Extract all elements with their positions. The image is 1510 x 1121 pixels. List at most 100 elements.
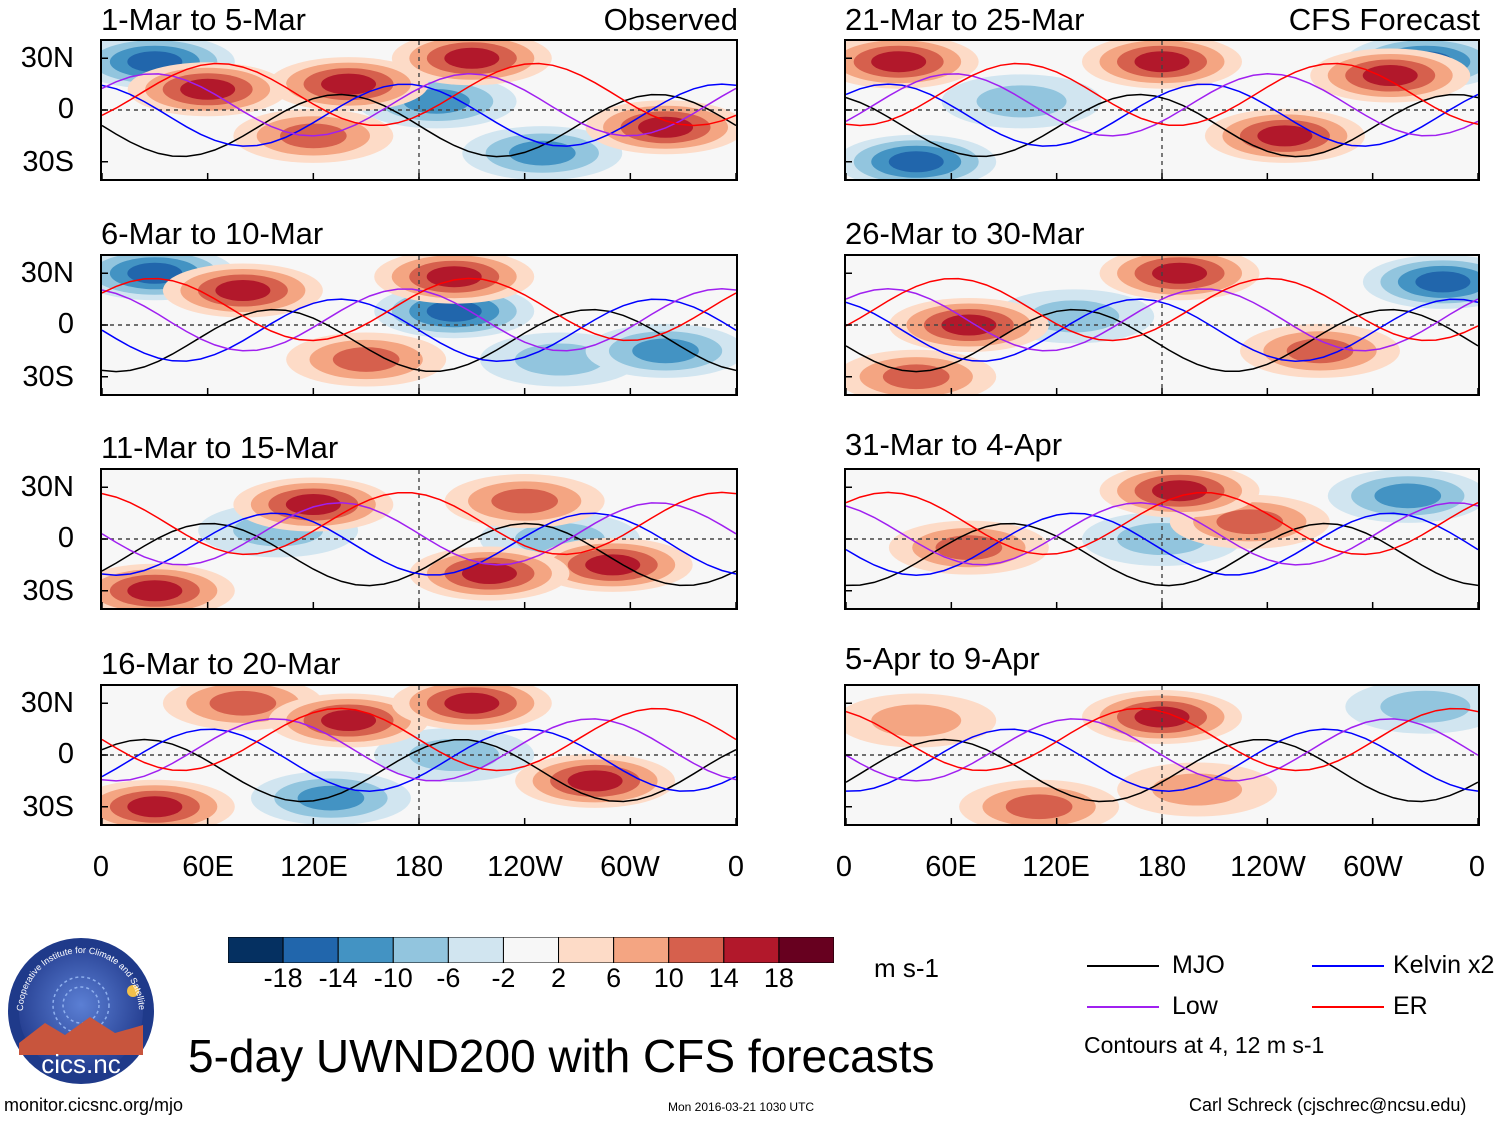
panel-title-8: 5-Apr to 9-Apr <box>845 641 1040 676</box>
anomaly-blob <box>444 47 500 69</box>
colorbar-tick-label: -18 <box>263 963 303 993</box>
panel-title-3: 11-Mar to 15-Mar <box>101 430 339 465</box>
lon-tick-120w: 120W <box>487 851 563 883</box>
anomaly-blob <box>1257 125 1313 147</box>
legend-label-kelvin: Kelvin x2 <box>1393 951 1495 979</box>
lat-tick-0: 0 <box>57 308 74 340</box>
map-panel-2 <box>100 254 738 396</box>
map-svg <box>102 686 736 824</box>
contour-kelvin-x2 <box>846 298 1478 362</box>
map-svg <box>102 256 736 394</box>
panel-title-7: 31-Mar to 4-Apr <box>845 427 1063 462</box>
legend-label-er: ER <box>1393 992 1428 1020</box>
lat-tick-0: 0 <box>57 522 74 554</box>
anomaly-blob <box>1152 480 1208 502</box>
anomaly-blob <box>1362 65 1418 86</box>
forecast-label: CFS Forecast <box>1288 2 1480 37</box>
anomaly-blob <box>127 580 183 602</box>
map-svg <box>102 470 736 608</box>
map-svg <box>102 41 736 179</box>
contour-kelvin-x2 <box>102 83 736 147</box>
contour-low <box>102 502 736 566</box>
colorbar-swatch <box>668 937 725 963</box>
anomaly-blob <box>426 266 482 288</box>
contour-mjo <box>102 93 736 158</box>
anomaly-blob <box>297 785 365 811</box>
lon-tick-180: 180 <box>394 851 444 883</box>
anomaly-blob <box>321 710 377 731</box>
anomaly-blob <box>508 140 576 166</box>
anomaly-blob <box>888 151 944 173</box>
contour-er <box>846 491 1478 556</box>
legend-label-mjo: MJO <box>1172 951 1225 979</box>
lon-tick-0-end: 0 <box>1468 851 1486 883</box>
anomaly-blob <box>461 563 517 584</box>
anomaly-blob <box>1216 509 1284 535</box>
lat-tick-0: 0 <box>57 738 74 770</box>
anomaly-blob <box>882 364 950 390</box>
lon-tick-180: 180 <box>1137 851 1187 883</box>
colorbar-swatch <box>558 937 615 963</box>
map-svg <box>846 256 1478 394</box>
map-svg <box>846 41 1478 179</box>
lon-tick-60e: 60E <box>182 851 234 883</box>
anomaly-blob <box>1380 690 1471 723</box>
panel-title-4: 16-Mar to 20-Mar <box>101 646 341 681</box>
observed-label: Observed <box>603 2 738 37</box>
contour-low <box>846 73 1478 137</box>
anomaly-blob <box>321 73 377 95</box>
anomaly-blob <box>585 554 641 576</box>
contour-kelvin-x2 <box>102 298 736 362</box>
lon-tick-0: 0 <box>92 851 110 883</box>
lon-tick-0-end: 0 <box>727 851 745 883</box>
contour-er <box>102 62 736 127</box>
legend-lines <box>1087 965 1384 1008</box>
colorbar-tick-label: 2 <box>551 963 567 993</box>
map-svg <box>846 686 1478 824</box>
contour-mjo <box>846 93 1478 158</box>
contour-low <box>846 718 1478 782</box>
colorbar-tick-label: -6 <box>436 963 461 993</box>
anomaly-blob <box>1152 262 1208 284</box>
contour-low <box>102 73 736 137</box>
anomaly-blob <box>127 262 183 284</box>
lat-tick-30n: 30N <box>20 42 74 74</box>
colorbar-tick-label: 14 <box>708 963 739 993</box>
anomaly-blob <box>1374 483 1442 509</box>
anomaly-blob <box>209 690 277 716</box>
lon-tick-120e: 120E <box>1022 851 1090 883</box>
colorbar-swatch <box>778 937 834 963</box>
footer-timestamp: Mon 2016-03-21 1030 UTC <box>668 1100 815 1114</box>
footer-url[interactable]: monitor.cicsnc.org/mjo <box>4 1095 184 1115</box>
contour-mjo <box>102 308 736 373</box>
panel-title-1: 1-Mar to 5-Mar <box>101 2 306 37</box>
anomaly-blob <box>871 704 962 737</box>
anomaly-blob <box>285 494 341 515</box>
map-panel-4 <box>100 684 738 826</box>
map-svg <box>846 470 1478 608</box>
lat-tick-30n: 30N <box>20 257 74 289</box>
colorbar-swatch <box>337 937 394 963</box>
anomaly-blob <box>1134 51 1190 73</box>
colorbar <box>228 937 834 963</box>
anomaly-blob <box>1152 773 1243 806</box>
contour-er <box>102 707 736 772</box>
anomaly-blob <box>127 796 183 818</box>
contour-kelvin-x2 <box>846 83 1478 147</box>
legend-label-low: Low <box>1172 992 1218 1020</box>
panel-title-6: 26-Mar to 30-Mar <box>845 216 1085 251</box>
colorbar-swatch <box>228 937 284 963</box>
logo-text: cics.nc <box>41 1049 120 1079</box>
colorbar-swatch <box>613 937 670 963</box>
anomaly-blob <box>976 85 1067 118</box>
anomaly-blob <box>567 770 623 792</box>
contour-er <box>102 277 736 342</box>
anomaly-blob <box>444 692 500 714</box>
contour-er <box>846 277 1478 342</box>
colorbar-tick-label: -10 <box>373 963 413 993</box>
contour-mjo <box>102 522 736 587</box>
contour-kelvin-x2 <box>846 512 1478 576</box>
map-panel-1 <box>100 39 738 181</box>
contour-low <box>846 288 1478 352</box>
anomaly-blob <box>491 488 558 514</box>
